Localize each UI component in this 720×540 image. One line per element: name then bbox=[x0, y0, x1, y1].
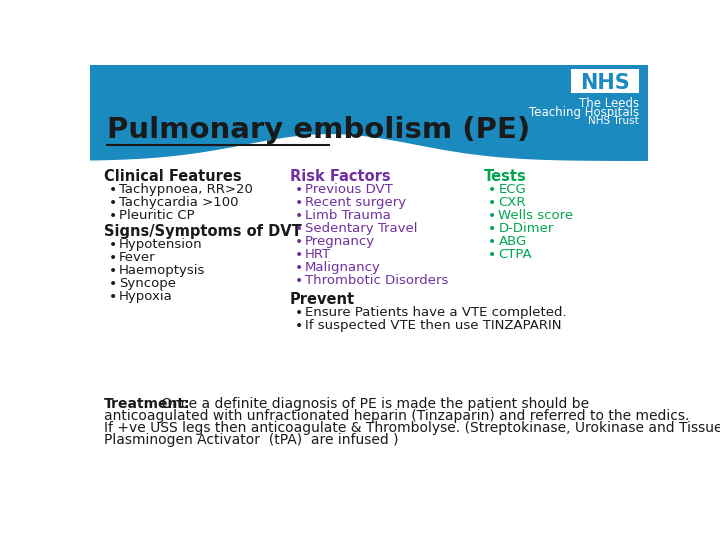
Text: Sedentary Travel: Sedentary Travel bbox=[305, 222, 417, 235]
Text: Pregnancy: Pregnancy bbox=[305, 235, 375, 248]
Text: •: • bbox=[294, 306, 303, 320]
Text: D-Dimer: D-Dimer bbox=[498, 222, 554, 235]
Text: •: • bbox=[109, 278, 117, 291]
Text: Clinical Features: Clinical Features bbox=[104, 168, 242, 184]
Text: If suspected VTE then use TINZAPARIN: If suspected VTE then use TINZAPARIN bbox=[305, 319, 561, 332]
Text: Tachycardia >100: Tachycardia >100 bbox=[119, 195, 238, 208]
Text: If +ve USS legs then anticoagulate & Thrombolyse. (Streptokinase, Urokinase and : If +ve USS legs then anticoagulate & Thr… bbox=[104, 421, 720, 435]
Text: Ensure Patients have a VTE completed.: Ensure Patients have a VTE completed. bbox=[305, 306, 567, 319]
Text: anticoagulated with unfractionated heparin (Tinzaparin) and referred to the medi: anticoagulated with unfractionated hepar… bbox=[104, 409, 689, 423]
Text: •: • bbox=[294, 195, 303, 210]
FancyBboxPatch shape bbox=[570, 70, 639, 92]
Text: •: • bbox=[294, 183, 303, 197]
Text: •: • bbox=[294, 222, 303, 236]
Text: Plasminogen Activator  (tPA)  are infused ): Plasminogen Activator (tPA) are infused … bbox=[104, 433, 398, 447]
Text: •: • bbox=[109, 209, 117, 223]
Text: HRT: HRT bbox=[305, 248, 330, 261]
Text: Prevent: Prevent bbox=[290, 292, 355, 307]
Text: Thrombotic Disorders: Thrombotic Disorders bbox=[305, 274, 448, 287]
Text: •: • bbox=[488, 209, 497, 223]
Text: Hypotension: Hypotension bbox=[119, 238, 202, 251]
Text: Fever: Fever bbox=[119, 251, 156, 264]
Text: Limb Trauma: Limb Trauma bbox=[305, 209, 390, 222]
Text: •: • bbox=[294, 209, 303, 223]
Text: ECG: ECG bbox=[498, 183, 526, 195]
Text: Tachypnoea, RR>20: Tachypnoea, RR>20 bbox=[119, 183, 253, 195]
Text: •: • bbox=[488, 248, 497, 262]
Text: The Leeds: The Leeds bbox=[579, 97, 639, 110]
Text: •: • bbox=[109, 264, 117, 278]
Text: •: • bbox=[294, 261, 303, 275]
Text: ABG: ABG bbox=[498, 235, 526, 248]
Text: •: • bbox=[488, 183, 497, 197]
Text: Teaching Hospitals: Teaching Hospitals bbox=[528, 106, 639, 119]
Text: Once a definite diagnosis of PE is made the patient should be: Once a definite diagnosis of PE is made … bbox=[157, 397, 589, 411]
Text: Haemoptysis: Haemoptysis bbox=[119, 264, 205, 277]
Text: NHS: NHS bbox=[580, 73, 629, 93]
Text: •: • bbox=[294, 274, 303, 288]
Text: Previous DVT: Previous DVT bbox=[305, 183, 392, 195]
Text: Treatment:: Treatment: bbox=[104, 397, 191, 411]
Text: •: • bbox=[294, 235, 303, 249]
Text: Wells score: Wells score bbox=[498, 209, 574, 222]
Text: Pulmonary embolism (PE): Pulmonary embolism (PE) bbox=[107, 116, 531, 144]
Text: •: • bbox=[109, 291, 117, 305]
Text: •: • bbox=[109, 183, 117, 197]
Text: •: • bbox=[109, 251, 117, 265]
Text: •: • bbox=[294, 248, 303, 262]
Text: Malignancy: Malignancy bbox=[305, 261, 381, 274]
Text: •: • bbox=[488, 195, 497, 210]
Text: •: • bbox=[488, 222, 497, 236]
Text: •: • bbox=[109, 195, 117, 210]
Text: Pleuritic CP: Pleuritic CP bbox=[119, 209, 194, 222]
Polygon shape bbox=[90, 134, 648, 481]
Text: Signs/Symptoms of DVT: Signs/Symptoms of DVT bbox=[104, 224, 302, 239]
Text: Tests: Tests bbox=[484, 168, 526, 184]
FancyBboxPatch shape bbox=[90, 65, 648, 161]
Text: •: • bbox=[488, 235, 497, 249]
Text: Syncope: Syncope bbox=[119, 278, 176, 291]
Text: •: • bbox=[294, 319, 303, 333]
Text: Recent surgery: Recent surgery bbox=[305, 195, 406, 208]
Text: CTPA: CTPA bbox=[498, 248, 532, 261]
Text: Risk Factors: Risk Factors bbox=[290, 168, 390, 184]
Text: NHS Trust: NHS Trust bbox=[588, 116, 639, 126]
Text: Hypoxia: Hypoxia bbox=[119, 291, 172, 303]
Text: CXR: CXR bbox=[498, 195, 526, 208]
Text: •: • bbox=[109, 238, 117, 252]
